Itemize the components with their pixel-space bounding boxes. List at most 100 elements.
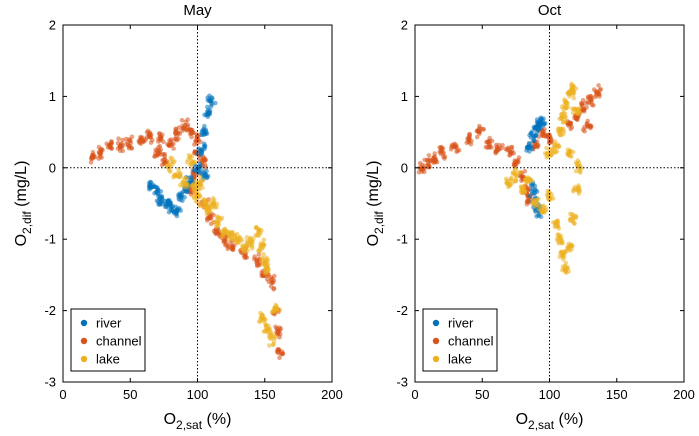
data-point — [192, 142, 197, 147]
legend-label-river: river — [448, 316, 474, 331]
data-point — [203, 127, 209, 133]
data-point — [211, 197, 217, 203]
data-point — [166, 143, 171, 148]
data-point — [138, 137, 143, 143]
legend-label-channel: channel — [96, 334, 142, 349]
data-point — [157, 196, 162, 202]
data-point — [173, 129, 179, 135]
data-point — [204, 168, 209, 174]
data-point — [530, 133, 536, 138]
y-tick-label: -3 — [44, 375, 56, 390]
data-point — [158, 138, 163, 143]
data-point — [499, 145, 504, 151]
data-point — [211, 201, 216, 206]
data-point — [560, 264, 566, 270]
data-point — [266, 266, 271, 272]
x-tick-label: 150 — [606, 387, 628, 402]
data-point — [466, 140, 472, 145]
data-point — [115, 140, 121, 146]
data-point — [596, 83, 601, 88]
data-point — [493, 149, 499, 154]
data-point — [208, 98, 213, 104]
x-tick-label: 0 — [59, 387, 66, 402]
data-point — [256, 228, 262, 233]
data-point — [573, 86, 579, 91]
data-point — [466, 132, 472, 138]
data-point — [117, 148, 123, 154]
data-point — [96, 144, 102, 150]
data-point — [227, 233, 233, 238]
data-point — [202, 112, 207, 118]
x-axis-label: O2,sat (%) — [516, 411, 584, 432]
data-point — [229, 245, 235, 250]
data-point — [186, 153, 192, 158]
data-point — [164, 163, 170, 168]
data-point — [576, 187, 581, 192]
data-point — [522, 188, 528, 194]
data-point — [176, 197, 182, 202]
data-point — [88, 160, 94, 165]
data-point — [253, 233, 258, 238]
data-point — [260, 313, 266, 318]
data-point — [204, 211, 210, 217]
data-point — [198, 164, 203, 169]
data-point — [270, 342, 276, 348]
legend-marker-channel — [80, 337, 88, 345]
y-axis-label: O2,dif (mg/L) — [13, 161, 34, 247]
data-point — [174, 133, 179, 139]
data-point — [556, 128, 562, 134]
data-point — [194, 191, 199, 197]
legend-label-river: river — [96, 316, 122, 331]
data-point — [256, 252, 262, 257]
data-point — [166, 168, 172, 173]
data-point — [509, 150, 514, 156]
data-point — [184, 128, 189, 133]
data-point — [195, 151, 200, 156]
data-point — [454, 144, 459, 150]
data-point — [570, 212, 575, 217]
data-point — [565, 147, 571, 152]
legend-label-lake: lake — [448, 352, 472, 367]
data-point — [109, 139, 114, 144]
x-tick-label: 100 — [187, 387, 209, 402]
data-point — [531, 138, 536, 143]
data-point — [509, 144, 515, 150]
y-tick-label: -1 — [396, 232, 408, 247]
data-point — [188, 177, 193, 183]
data-point — [162, 152, 167, 157]
data-point — [493, 142, 499, 148]
data-point — [244, 235, 250, 240]
data-point — [597, 94, 602, 99]
data-point — [537, 203, 542, 209]
data-point — [518, 170, 523, 175]
data-point — [116, 136, 121, 141]
data-point — [176, 174, 181, 180]
data-point — [426, 153, 432, 158]
data-point — [234, 231, 240, 237]
data-point — [235, 240, 241, 246]
legend-marker-river — [80, 319, 88, 327]
data-point — [555, 236, 561, 241]
data-point — [524, 201, 530, 207]
data-point — [432, 151, 438, 156]
data-point — [274, 326, 280, 331]
data-point — [148, 184, 154, 190]
data-point — [529, 178, 535, 184]
data-point — [177, 182, 183, 188]
data-point — [591, 103, 596, 108]
data-point — [563, 260, 569, 266]
legend: river channel lake — [422, 308, 498, 372]
data-point — [503, 176, 509, 182]
data-point — [571, 187, 577, 193]
data-point — [268, 333, 274, 339]
x-tick-label: 50 — [123, 387, 137, 402]
data-point — [484, 139, 489, 145]
data-point — [148, 140, 154, 145]
data-point — [544, 145, 549, 151]
x-tick-label: 100 — [539, 387, 561, 402]
data-point — [261, 252, 266, 257]
data-point — [563, 101, 569, 106]
data-point — [525, 144, 531, 149]
data-point — [201, 197, 207, 203]
legend-marker-lake — [432, 355, 440, 363]
